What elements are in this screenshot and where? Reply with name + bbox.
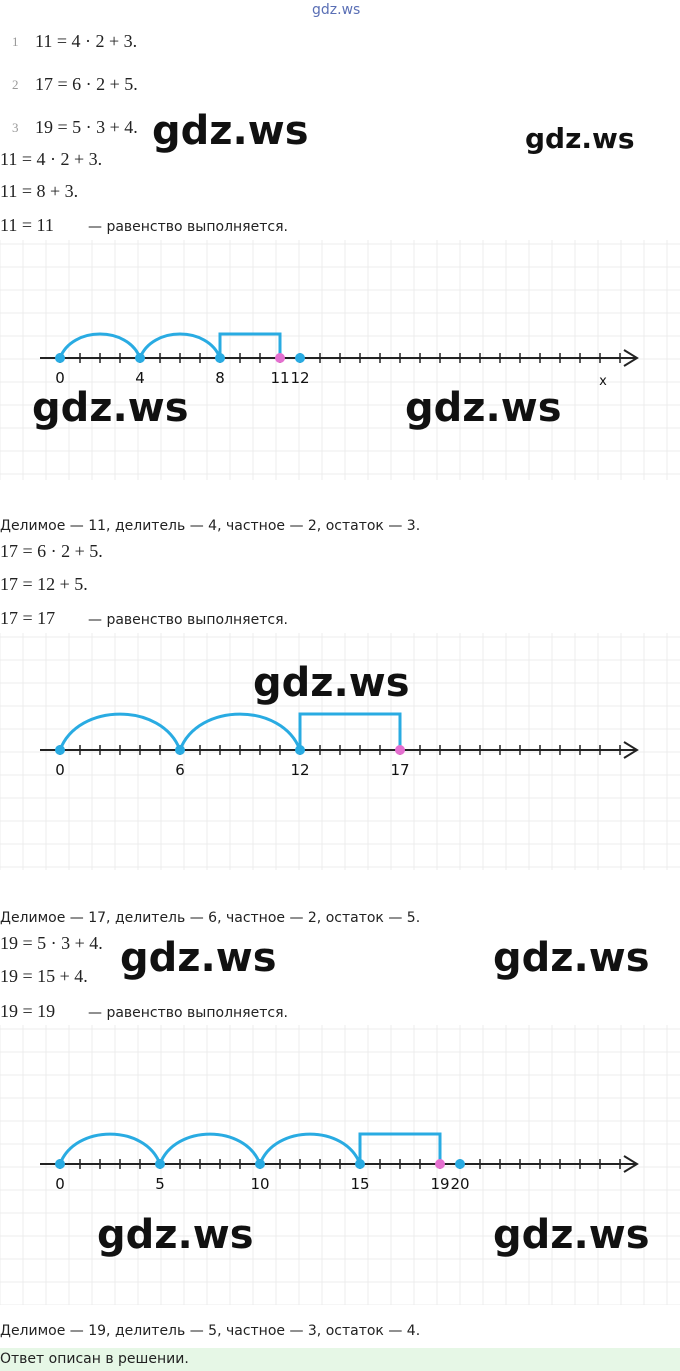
jump-arc bbox=[58, 1132, 162, 1165]
conclusion: Делимое — 17, делитель — 6, частное — 2,… bbox=[0, 910, 421, 926]
point-label: 4 bbox=[135, 369, 145, 387]
check-text: — равенство выполняется. bbox=[88, 1005, 288, 1021]
point-label: 12 bbox=[290, 369, 309, 387]
point bbox=[55, 353, 65, 363]
watermark: gdz.ws bbox=[152, 108, 309, 154]
conclusion: Делимое — 11, делитель — 4, частное — 2,… bbox=[0, 518, 421, 534]
equation: 17 = 6 · 2 + 5. bbox=[0, 541, 103, 561]
point bbox=[155, 1159, 165, 1169]
jump-arc bbox=[178, 712, 302, 751]
point-label: 15 bbox=[350, 1175, 369, 1193]
point-label: 5 bbox=[155, 1175, 165, 1193]
point bbox=[395, 745, 405, 755]
axis-arrow bbox=[623, 741, 639, 759]
header-watermark: gdz.ws bbox=[312, 2, 361, 18]
check-math: 17 = 17 bbox=[0, 608, 56, 628]
point bbox=[295, 353, 305, 363]
watermark: gdz.ws bbox=[32, 385, 189, 431]
point-label: 10 bbox=[250, 1175, 269, 1193]
point bbox=[135, 353, 145, 363]
remainder-bracket bbox=[218, 332, 282, 358]
task-equation: 17 = 6 · 2 + 5. bbox=[35, 74, 138, 94]
point-label: 0 bbox=[55, 369, 65, 387]
equation: 19 = 15 + 4. bbox=[0, 966, 88, 986]
point bbox=[435, 1159, 445, 1169]
equation: 11 = 4 · 2 + 3. bbox=[0, 149, 103, 169]
answer: Ответ описан в решении. bbox=[0, 1351, 189, 1367]
equation: 19 = 5 · 3 + 4. bbox=[0, 933, 103, 953]
number-line-grid: 0 5 10 15 19 20 bbox=[0, 1025, 680, 1305]
point bbox=[55, 745, 65, 755]
watermark: gdz.ws bbox=[493, 1212, 650, 1258]
point bbox=[275, 353, 285, 363]
point bbox=[55, 1159, 65, 1169]
watermark: gdz.ws bbox=[405, 385, 562, 431]
point-label: 0 bbox=[55, 761, 65, 779]
answer-band: Ответ описан в решении. bbox=[0, 1348, 680, 1371]
task-equation: 11 = 4 · 2 + 3. bbox=[35, 31, 138, 51]
jump-arc bbox=[258, 1132, 362, 1165]
point-label: 8 bbox=[215, 369, 225, 387]
conclusion: Делимое — 19, делитель — 5, частное — 3,… bbox=[0, 1323, 421, 1339]
watermark: gdz.ws bbox=[525, 122, 635, 155]
point-label: 19 bbox=[430, 1175, 449, 1193]
jump-arc bbox=[138, 332, 222, 359]
check-text: — равенство выполняется. bbox=[88, 219, 288, 235]
point bbox=[455, 1159, 465, 1169]
point-label: 6 bbox=[175, 761, 185, 779]
equation: 11 = 8 + 3. bbox=[0, 181, 79, 201]
axis-label: x bbox=[599, 374, 607, 389]
task-number: 1 bbox=[12, 34, 19, 49]
check-math: 11 = 11 bbox=[0, 215, 54, 235]
task-equation: 19 = 5 · 3 + 4. bbox=[35, 117, 138, 137]
watermark: gdz.ws bbox=[253, 660, 410, 706]
check-math: 19 = 19 bbox=[0, 1001, 56, 1021]
point bbox=[255, 1159, 265, 1169]
number-line-grid: 0 4 8 11 12 x bbox=[0, 240, 680, 480]
point-label: 0 bbox=[55, 1175, 65, 1193]
point bbox=[215, 353, 225, 363]
point-label: 17 bbox=[390, 761, 409, 779]
point bbox=[175, 745, 185, 755]
remainder-bracket bbox=[298, 712, 402, 750]
point bbox=[355, 1159, 365, 1169]
task-number: 3 bbox=[12, 120, 19, 135]
task-number: 2 bbox=[12, 77, 19, 92]
watermark: gdz.ws bbox=[493, 935, 650, 981]
axis-arrow bbox=[623, 1155, 639, 1173]
watermark: gdz.ws bbox=[120, 935, 277, 981]
axis-arrow bbox=[623, 349, 639, 367]
remainder-bracket bbox=[358, 1132, 442, 1164]
jump-arc bbox=[58, 332, 142, 359]
jump-arc bbox=[58, 712, 182, 751]
point-label: 12 bbox=[290, 761, 309, 779]
watermark: gdz.ws bbox=[97, 1212, 254, 1258]
equation: 17 = 12 + 5. bbox=[0, 574, 88, 594]
point-label: 11 bbox=[270, 369, 289, 387]
jump-arc bbox=[158, 1132, 262, 1165]
check-text: — равенство выполняется. bbox=[88, 612, 288, 628]
point-label: 20 bbox=[450, 1175, 469, 1193]
point bbox=[295, 745, 305, 755]
number-line-grid: 0 6 12 17 bbox=[0, 633, 680, 870]
